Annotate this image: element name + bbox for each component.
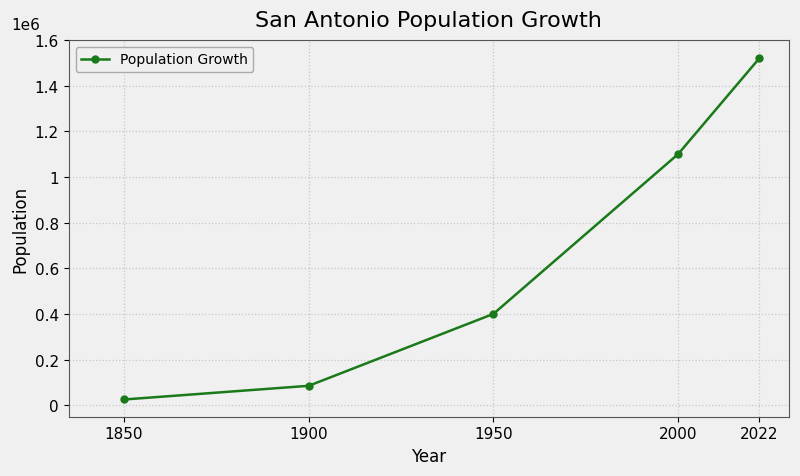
Population Growth: [489, 311, 498, 317]
X-axis label: Year: Year: [411, 447, 446, 465]
Line: Population Growth: Population Growth: [121, 56, 763, 403]
Legend: Population Growth: Population Growth: [75, 48, 254, 73]
Y-axis label: Population: Population: [11, 185, 29, 272]
Text: 1e6: 1e6: [11, 19, 40, 33]
Population Growth: [674, 152, 683, 158]
Population Growth: [304, 383, 314, 389]
Title: San Antonio Population Growth: San Antonio Population Growth: [255, 11, 602, 31]
Population Growth: [754, 56, 764, 62]
Population Growth: [119, 397, 129, 403]
